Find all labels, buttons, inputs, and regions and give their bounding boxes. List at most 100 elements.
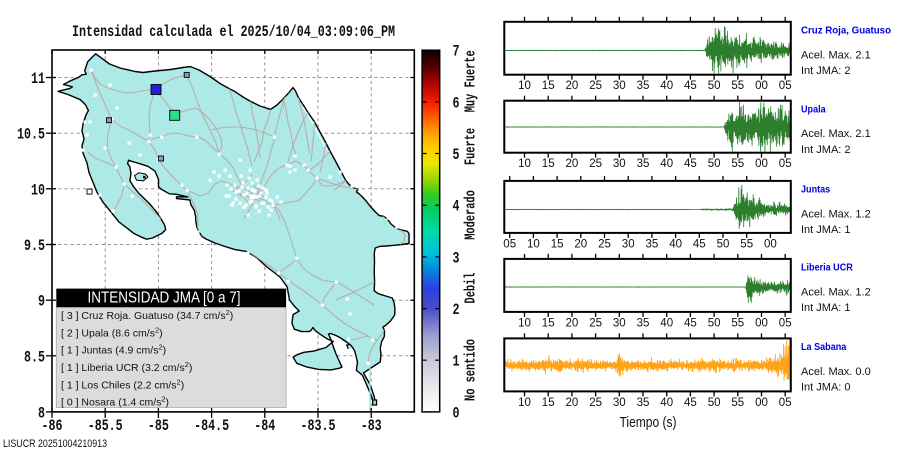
svg-text:50: 50	[708, 397, 721, 409]
svg-text:6: 6	[453, 94, 460, 112]
svg-text:Acel. Max. 1.2: Acel. Max. 1.2	[801, 286, 871, 298]
svg-text:20: 20	[574, 238, 587, 250]
svg-text:INTENSIDAD JMA [0 a 7]: INTENSIDAD JMA [0 a 7]	[88, 289, 241, 306]
svg-text:Int JMA: 1: Int JMA: 1	[801, 224, 851, 236]
svg-text:[ 2 ] Upala (8.6 cm/s2): [ 2 ] Upala (8.6 cm/s2)	[61, 325, 163, 339]
svg-text:7: 7	[453, 43, 460, 61]
svg-text:40: 40	[660, 158, 673, 170]
svg-text:-83: -83	[361, 417, 382, 435]
svg-text:-85: -85	[148, 417, 169, 435]
svg-text:55: 55	[731, 317, 744, 329]
svg-text:Intensidad calculada el 2025/1: Intensidad calculada el 2025/10/04_03:09…	[72, 23, 395, 41]
svg-text:45: 45	[684, 80, 697, 92]
svg-text:10: 10	[518, 317, 531, 329]
svg-text:Int JMA: 1: Int JMA: 1	[801, 302, 851, 314]
svg-text:-86: -86	[42, 417, 63, 435]
svg-text:30: 30	[613, 397, 626, 409]
svg-text:45: 45	[684, 397, 697, 409]
svg-text:25: 25	[589, 397, 602, 409]
svg-text:15: 15	[542, 317, 555, 329]
svg-text:15: 15	[551, 238, 564, 250]
svg-text:00: 00	[755, 317, 768, 329]
svg-text:05: 05	[779, 397, 792, 409]
svg-text:Acel. Max. 0.0: Acel. Max. 0.0	[801, 366, 871, 378]
svg-text:-83.5: -83.5	[301, 417, 336, 435]
svg-text:No sentido: No sentido	[463, 339, 480, 401]
svg-text:25: 25	[589, 80, 602, 92]
svg-text:00: 00	[755, 158, 768, 170]
svg-text:45: 45	[684, 158, 697, 170]
svg-text:35: 35	[646, 238, 659, 250]
svg-text:00: 00	[755, 397, 768, 409]
svg-text:45: 45	[693, 238, 706, 250]
svg-text:-85.5: -85.5	[88, 417, 123, 435]
svg-text:Int JMA: 2: Int JMA: 2	[801, 65, 851, 77]
svg-text:00: 00	[755, 80, 768, 92]
svg-text:50: 50	[708, 80, 721, 92]
svg-text:20: 20	[566, 158, 579, 170]
svg-text:30: 30	[622, 238, 635, 250]
svg-text:8.5: 8.5	[24, 348, 45, 366]
svg-text:50: 50	[708, 158, 721, 170]
svg-text:Int JMA: 2: Int JMA: 2	[801, 144, 851, 156]
svg-text:15: 15	[542, 158, 555, 170]
svg-text:35: 35	[637, 397, 650, 409]
svg-text:Int JMA: 0: Int JMA: 0	[801, 382, 851, 394]
svg-text:25: 25	[589, 158, 602, 170]
svg-text:Moderado: Moderado	[463, 190, 480, 240]
svg-text:05: 05	[779, 317, 792, 329]
svg-text:[ 0 ] Nosara (1.4 cm/s2): [ 0 ] Nosara (1.4 cm/s2)	[61, 394, 169, 408]
svg-text:10: 10	[527, 238, 540, 250]
svg-text:10: 10	[518, 80, 531, 92]
svg-text:25: 25	[598, 238, 611, 250]
svg-text:55: 55	[731, 397, 744, 409]
svg-text:5: 5	[453, 146, 460, 164]
svg-text:Debil: Debil	[463, 273, 480, 304]
svg-text:0: 0	[453, 404, 460, 422]
svg-text:10: 10	[518, 397, 531, 409]
svg-text:Juntas: Juntas	[801, 185, 830, 196]
svg-text:25: 25	[589, 317, 602, 329]
svg-text:55: 55	[731, 80, 744, 92]
svg-text:-84: -84	[254, 417, 275, 435]
svg-text:40: 40	[660, 80, 673, 92]
svg-text:LISUCR 20251004210913: LISUCR 20251004210913	[3, 438, 107, 450]
svg-text:20: 20	[566, 397, 579, 409]
svg-text:05: 05	[503, 238, 516, 250]
svg-text:50: 50	[708, 317, 721, 329]
svg-text:La Sabana: La Sabana	[801, 342, 847, 353]
svg-text:55: 55	[740, 238, 753, 250]
svg-text:10.5: 10.5	[17, 126, 45, 144]
svg-text:Fuerte: Fuerte	[463, 128, 480, 165]
svg-text:35: 35	[637, 158, 650, 170]
svg-text:40: 40	[660, 397, 673, 409]
svg-text:8: 8	[38, 404, 45, 422]
svg-text:Acel. Max. 1.2: Acel. Max. 1.2	[801, 208, 871, 220]
svg-text:10: 10	[518, 158, 531, 170]
svg-text:Muy Fuerte: Muy Fuerte	[463, 50, 480, 112]
svg-text:30: 30	[613, 80, 626, 92]
svg-text:05: 05	[779, 80, 792, 92]
svg-text:05: 05	[779, 158, 792, 170]
svg-text:-84.5: -84.5	[194, 417, 229, 435]
svg-text:11: 11	[31, 70, 45, 88]
svg-text:00: 00	[764, 238, 777, 250]
svg-text:45: 45	[684, 317, 697, 329]
svg-text:9.5: 9.5	[24, 237, 45, 255]
svg-text:1: 1	[453, 353, 460, 371]
svg-text:35: 35	[637, 80, 650, 92]
svg-text:Tiempo (s): Tiempo (s)	[620, 414, 677, 431]
svg-text:35: 35	[637, 317, 650, 329]
svg-text:[ 3 ] Cruz Roja. Guatuso (34.: [ 3 ] Cruz Roja. Guatuso (34.7 cm/s2)	[61, 308, 233, 322]
svg-text:[ 1 ] Juntas (4.9 cm/s2): [ 1 ] Juntas (4.9 cm/s2)	[61, 343, 166, 357]
svg-text:[ 1 ] Los Chiles (2.2 cm/s2): [ 1 ] Los Chiles (2.2 cm/s2)	[61, 377, 184, 391]
svg-text:30: 30	[613, 158, 626, 170]
svg-text:15: 15	[542, 397, 555, 409]
svg-text:4: 4	[453, 198, 460, 216]
svg-text:15: 15	[542, 80, 555, 92]
svg-text:55: 55	[731, 158, 744, 170]
svg-text:10: 10	[31, 181, 45, 199]
svg-text:2: 2	[453, 301, 460, 319]
svg-text:Acel. Max. 2.1: Acel. Max. 2.1	[801, 128, 871, 140]
svg-text:Acel. Max. 2.1: Acel. Max. 2.1	[801, 49, 871, 61]
